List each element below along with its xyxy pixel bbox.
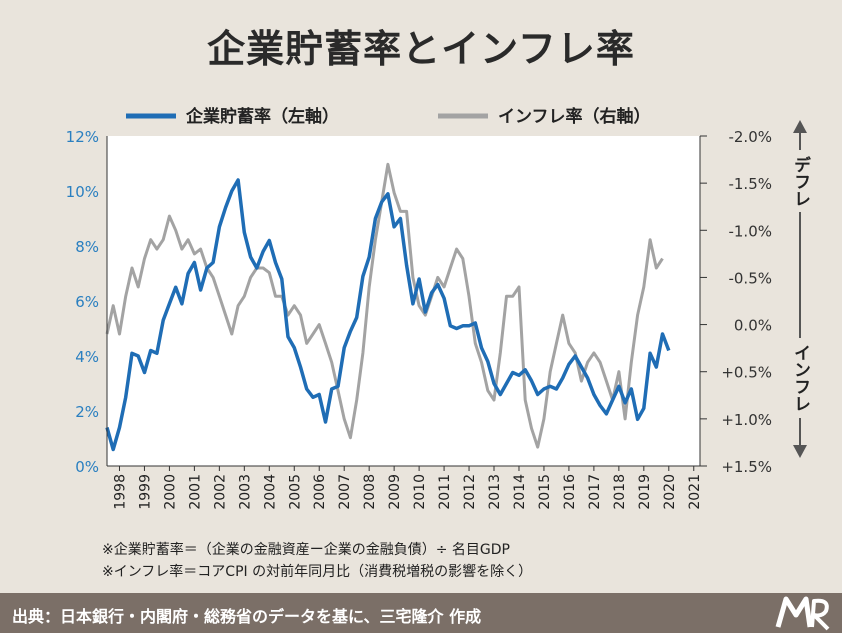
notes: ※企業貯蓄率＝（企業の金融資産ー企業の金融負債）÷ 名目GDP ※インフレ率＝コ… xyxy=(102,539,532,583)
left-tick-label: 6% xyxy=(75,293,99,311)
tick-labels: 0% 2% 4% 6% 8% 10% 12% -2.0% -1.5% -1.0% -0.5% 0.0%… xyxy=(66,128,772,510)
x-tick-label: 2020 xyxy=(662,474,678,510)
series-line-inflation xyxy=(105,162,664,449)
x-tick-label: 2000 xyxy=(162,474,178,510)
note-savings-definition: ※企業貯蓄率＝（企業の金融資産ー企業の金融負債）÷ 名目GDP xyxy=(102,542,510,558)
left-tick-label: 12% xyxy=(66,128,99,146)
x-tick-label: 2010 xyxy=(412,474,428,510)
chart-svg: 企業貯蓄率（左軸） インフレ率（右軸） 0% 2% 4% 6% 8% 10% 12% -2.0… xyxy=(66,106,812,510)
side-arrow-down-icon xyxy=(793,445,807,458)
x-tick-label: 1999 xyxy=(137,474,153,510)
x-tick-label: 2007 xyxy=(337,474,353,510)
axes xyxy=(106,135,707,471)
right-tick-label: -1.0% xyxy=(728,222,772,240)
right-tick-label: -2.0% xyxy=(728,128,772,146)
x-tick-label: 2018 xyxy=(612,474,628,510)
side-label-inflation: インフレ xyxy=(790,344,810,412)
x-tick-label: 1998 xyxy=(112,474,128,510)
plot-area xyxy=(107,136,700,466)
side-arrow-up-icon xyxy=(793,120,807,133)
x-tick-label: 2001 xyxy=(187,474,203,510)
x-tick-label: 2002 xyxy=(212,474,228,510)
footer-source: 出典：日本銀行・内閣府・総務省のデータを基に、三宅隆介 作成 xyxy=(12,607,482,626)
x-tick-label: 2013 xyxy=(487,474,503,510)
footer: 出典：日本銀行・内閣府・総務省のデータを基に、三宅隆介 作成 xyxy=(0,593,842,633)
right-tick-label: +1.5% xyxy=(721,458,772,476)
side-label-bg-inflation xyxy=(788,338,812,418)
left-tick-label: 10% xyxy=(66,183,99,201)
note-inflation-definition: ※インフレ率＝コアCPI の対前年同月比（消費税増税の影響を除く） xyxy=(102,564,533,580)
chart-title: 企業貯蓄率とインフレ率 xyxy=(207,27,635,71)
x-tick-label: 2012 xyxy=(462,474,478,510)
x-tick-label: 2017 xyxy=(587,474,603,510)
right-tick-label: +0.5% xyxy=(721,364,772,382)
x-tick-label: 2014 xyxy=(512,474,528,510)
left-tick-label: 2% xyxy=(75,403,99,421)
x-tick-label: 2006 xyxy=(312,474,328,510)
left-tick-label: 4% xyxy=(75,348,99,366)
series-layer xyxy=(105,162,671,452)
left-tick-label: 0% xyxy=(75,458,99,476)
series-line-savings xyxy=(105,178,671,452)
right-tick-label: +1.0% xyxy=(721,411,772,429)
left-tick-label: 8% xyxy=(75,238,99,256)
logo-icon xyxy=(775,596,830,631)
x-tick-label: 2009 xyxy=(387,474,403,510)
side-label-deflation: デフレ xyxy=(790,155,810,207)
right-tick-label: 0.0% xyxy=(734,317,772,335)
right-tick-label: -1.5% xyxy=(728,175,772,193)
right-tick-label: -0.5% xyxy=(728,269,772,287)
x-tick-label: 2016 xyxy=(562,474,578,510)
x-tick-label: 2003 xyxy=(237,474,253,510)
x-tick-label: 2011 xyxy=(437,474,453,510)
x-tick-label: 2021 xyxy=(687,474,703,510)
x-tick-label: 2005 xyxy=(287,474,303,510)
legend-inflation-label: インフレ率（右軸） xyxy=(498,106,651,127)
side-indicator: デフレ インフレ xyxy=(788,120,812,458)
legend-savings-label: 企業貯蓄率（左軸） xyxy=(185,106,339,127)
x-tick-label: 2019 xyxy=(637,474,653,510)
x-tick-label: 2015 xyxy=(537,474,553,510)
x-tick-label: 2004 xyxy=(262,474,278,510)
side-label-bg-deflation xyxy=(788,150,812,212)
x-tick-label: 2008 xyxy=(362,474,378,510)
legend: 企業貯蓄率（左軸） インフレ率（右軸） xyxy=(126,106,651,127)
